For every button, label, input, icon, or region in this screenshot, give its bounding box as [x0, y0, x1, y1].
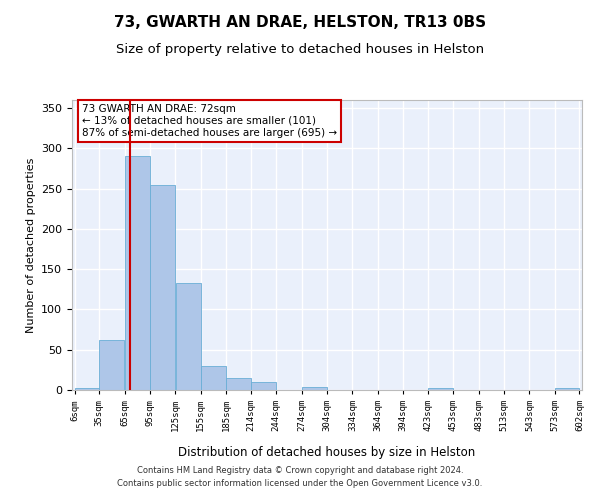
- Text: Contains HM Land Registry data © Crown copyright and database right 2024.
Contai: Contains HM Land Registry data © Crown c…: [118, 466, 482, 487]
- Text: Size of property relative to detached houses in Helston: Size of property relative to detached ho…: [116, 42, 484, 56]
- Text: 73, GWARTH AN DRAE, HELSTON, TR13 0BS: 73, GWARTH AN DRAE, HELSTON, TR13 0BS: [114, 15, 486, 30]
- Y-axis label: Number of detached properties: Number of detached properties: [26, 158, 35, 332]
- Bar: [75, 388, 99, 390]
- Bar: [302, 387, 327, 390]
- Bar: [226, 378, 251, 390]
- Bar: [150, 184, 175, 390]
- Bar: [251, 382, 276, 390]
- Bar: [428, 388, 453, 390]
- Bar: [176, 283, 200, 390]
- Text: Distribution of detached houses by size in Helston: Distribution of detached houses by size …: [178, 446, 476, 459]
- Bar: [125, 156, 149, 390]
- Bar: [201, 366, 226, 390]
- Bar: [100, 340, 124, 390]
- Text: 73 GWARTH AN DRAE: 72sqm
← 13% of detached houses are smaller (101)
87% of semi-: 73 GWARTH AN DRAE: 72sqm ← 13% of detach…: [82, 104, 337, 138]
- Bar: [555, 388, 579, 390]
